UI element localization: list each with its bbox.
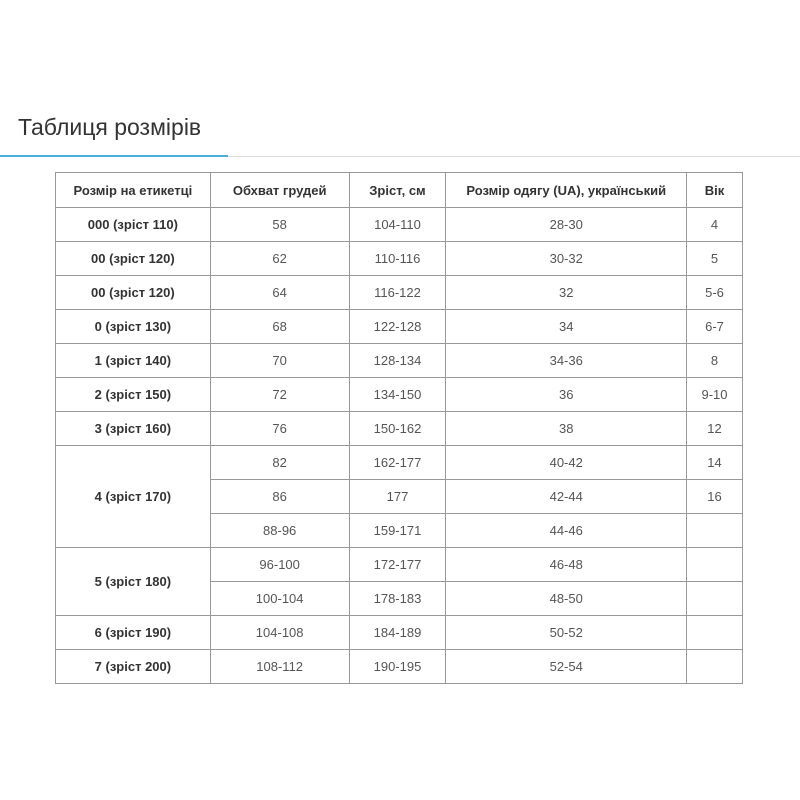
ua-size-cell: 32 xyxy=(445,275,688,310)
height-cell: 178-183 xyxy=(348,581,447,616)
ua-size-cell: 28-30 xyxy=(445,207,688,242)
table-row: 5 (зріст 180) 96-100 172-177 46-48 xyxy=(55,547,743,616)
chest-cell: 88-96 xyxy=(209,513,350,548)
height-cell: 162-177 xyxy=(348,445,447,480)
column-header-height: Зріст, см xyxy=(348,172,447,208)
chest-cell: 70 xyxy=(209,343,350,378)
chest-cell: 96-100 xyxy=(209,547,350,582)
size-label-cell: 3 (зріст 160) xyxy=(55,411,211,446)
height-cell: 190-195 xyxy=(348,649,447,684)
table-row: 7 (зріст 200) 108-112 190-195 52-54 xyxy=(55,649,743,684)
chest-cell: 62 xyxy=(209,241,350,276)
height-cell: 122-128 xyxy=(348,309,447,344)
column-header-age: Вік xyxy=(686,172,743,208)
age-cell: 16 xyxy=(686,479,743,514)
size-label-cell: 00 (зріст 120) xyxy=(55,275,211,310)
height-cell: 177 xyxy=(348,479,447,514)
height-cell: 159-171 xyxy=(348,513,447,548)
chest-cell: 64 xyxy=(209,275,350,310)
age-cell: 5 xyxy=(686,241,743,276)
chest-cell: 108-112 xyxy=(209,649,350,684)
age-cell: 8 xyxy=(686,343,743,378)
table-row: 00 (зріст 120) 62 110-116 30-32 5 xyxy=(55,241,743,276)
table-row: 100-104 178-183 48-50 xyxy=(56,581,743,616)
chest-cell: 58 xyxy=(209,207,350,242)
age-cell: 4 xyxy=(686,207,743,242)
height-cell: 116-122 xyxy=(348,275,447,310)
age-cell: 9-10 xyxy=(686,377,743,412)
age-cell: 6-7 xyxy=(686,309,743,344)
column-header-label: Розмір на етикетці xyxy=(55,172,211,208)
height-cell: 184-189 xyxy=(348,615,447,650)
ua-size-cell: 38 xyxy=(445,411,688,446)
divider xyxy=(0,156,800,157)
ua-size-cell: 40-42 xyxy=(445,445,688,480)
ua-size-cell: 34-36 xyxy=(445,343,688,378)
age-cell xyxy=(686,547,743,582)
age-cell xyxy=(686,581,743,616)
height-cell: 134-150 xyxy=(348,377,447,412)
size-label-cell: 1 (зріст 140) xyxy=(55,343,211,378)
chest-cell: 100-104 xyxy=(209,581,350,616)
chest-cell: 86 xyxy=(209,479,350,514)
ua-size-cell: 34 xyxy=(445,309,688,344)
ua-size-cell: 30-32 xyxy=(445,241,688,276)
ua-size-cell: 46-48 xyxy=(445,547,688,582)
chest-cell: 72 xyxy=(209,377,350,412)
table-row: 1 (зріст 140) 70 128-134 34-36 8 xyxy=(55,343,743,378)
size-label-cell: 6 (зріст 190) xyxy=(55,615,211,650)
table-row: 3 (зріст 160) 76 150-162 38 12 xyxy=(55,411,743,446)
size-label-cell: 2 (зріст 150) xyxy=(55,377,211,412)
size-label-cell: 00 (зріст 120) xyxy=(55,241,211,276)
column-header-chest: Обхват грудей xyxy=(209,172,350,208)
age-cell: 5-6 xyxy=(686,275,743,310)
chest-cell: 82 xyxy=(209,445,350,480)
ua-size-cell: 42-44 xyxy=(445,479,688,514)
age-cell xyxy=(686,513,743,548)
table-row: 2 (зріст 150) 72 134-150 36 9-10 xyxy=(55,377,743,412)
table-row: 00 (зріст 120) 64 116-122 32 5-6 xyxy=(55,275,743,310)
height-cell: 172-177 xyxy=(348,547,447,582)
ua-size-cell: 52-54 xyxy=(445,649,688,684)
size-label-cell: 5 (зріст 180) xyxy=(55,547,211,616)
table-row: 4 (зріст 170) 82 162-177 40-42 14 xyxy=(55,445,743,548)
table-header-row: Розмір на етикетці Обхват грудей Зріст, см… xyxy=(55,172,743,208)
height-cell: 104-110 xyxy=(348,207,447,242)
age-cell xyxy=(686,615,743,650)
column-header-ua-size: Розмір одягу (UA), український xyxy=(445,172,688,208)
height-cell: 128-134 xyxy=(348,343,447,378)
age-cell: 12 xyxy=(686,411,743,446)
ua-size-cell: 44-46 xyxy=(445,513,688,548)
chest-cell: 68 xyxy=(209,309,350,344)
size-table: Розмір на етикетці Обхват грудей Зріст, см… xyxy=(55,172,743,684)
size-label-cell: 4 (зріст 170) xyxy=(55,445,211,548)
table-row: 0 (зріст 130) 68 122-128 34 6-7 xyxy=(55,309,743,344)
size-label-cell: 0 (зріст 130) xyxy=(55,309,211,344)
size-label-cell: 7 (зріст 200) xyxy=(55,649,211,684)
age-cell xyxy=(686,649,743,684)
height-cell: 150-162 xyxy=(348,411,447,446)
ua-size-cell: 50-52 xyxy=(445,615,688,650)
table-row: 000 (зріст 110) 58 104-110 28-30 4 xyxy=(55,207,743,242)
height-cell: 110-116 xyxy=(348,241,447,276)
ua-size-cell: 36 xyxy=(445,377,688,412)
page-title: Таблиця розмірів xyxy=(18,114,202,140)
table-row: 86 177 42-44 16 xyxy=(56,479,743,514)
ua-size-cell: 48-50 xyxy=(445,581,688,616)
chest-cell: 104-108 xyxy=(209,615,350,650)
divider-accent xyxy=(0,155,228,157)
age-cell: 14 xyxy=(686,445,743,480)
table-row: 6 (зріст 190) 104-108 184-189 50-52 xyxy=(55,615,743,650)
size-label-cell: 000 (зріст 110) xyxy=(55,207,211,242)
table-row: 88-96 159-171 44-46 xyxy=(56,513,743,548)
chest-cell: 76 xyxy=(209,411,350,446)
